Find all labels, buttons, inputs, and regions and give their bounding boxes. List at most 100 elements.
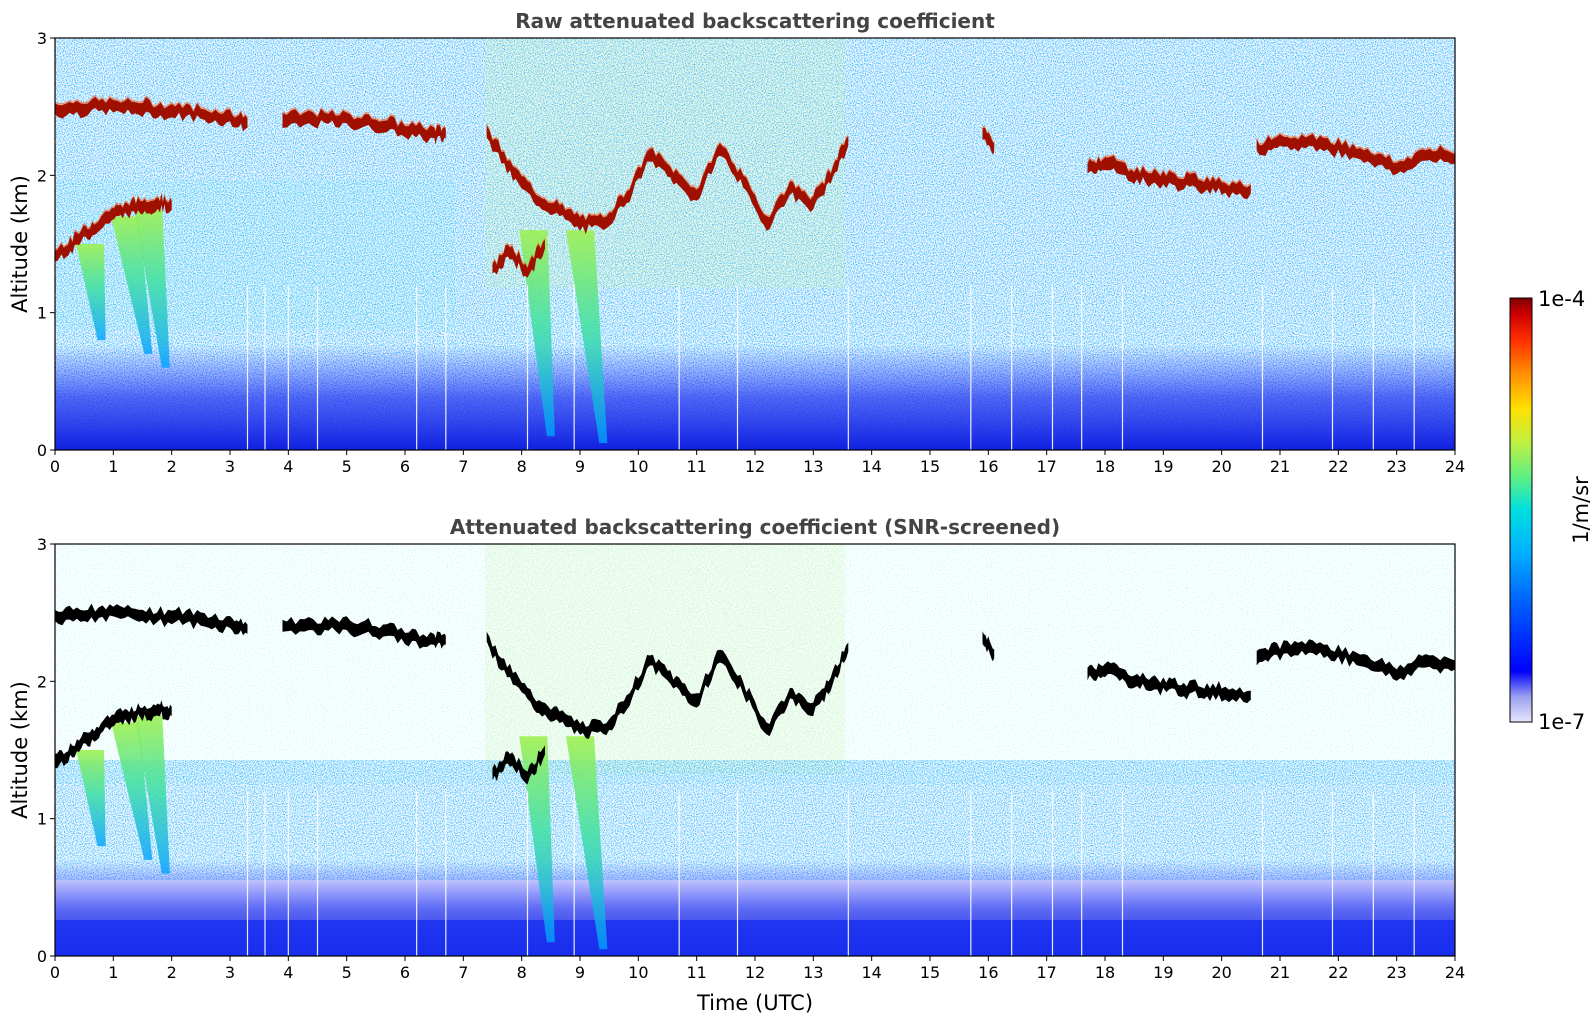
precipitation-streaks [76,715,608,950]
x-tick-label: 17 [1036,457,1056,476]
cloud-layers-saturated [55,603,1455,785]
x-tick-label: 13 [803,963,823,982]
x-tick-label: 12 [745,963,765,982]
colorbar: 1e-4 1e-7 1/m/sr [1509,287,1593,734]
precipitation-streak [76,244,106,341]
x-tick-label: 2 [167,963,177,982]
cloud-layer [982,127,995,155]
x-tick-label: 19 [1153,457,1173,476]
cloud-layer [492,239,545,278]
precipitation-streak [134,715,170,874]
precipitation-streak [134,209,170,368]
x-tick-label: 15 [920,457,940,476]
cloud-layer [55,603,248,636]
aerosol-noise-field [55,180,455,330]
cloud-layer [55,96,248,132]
cloud-layer [1087,155,1251,200]
x-tick-label: 23 [1386,457,1406,476]
raw-heatmap-area [55,38,1455,450]
top-y-axis-label: Altitude (km) [8,175,32,313]
x-tick-label: 3 [225,457,235,476]
x-tick-label: 3 [225,963,235,982]
x-tick-label: 4 [283,963,293,982]
x-tick-label: 6 [400,457,410,476]
snr-screened-panel: Attenuated backscattering coefficient (S… [8,515,1465,1015]
precipitation-streaks [76,209,608,444]
x-tick-label: 14 [861,457,881,476]
colorbar-max-label: 1e-4 [1538,287,1585,311]
x-tick-label: 9 [575,457,585,476]
precipitation-streak [519,230,555,437]
bottom-y-axis-label: Altitude (km) [8,681,32,819]
cloud-layer [1087,661,1251,704]
x-tick-label: 5 [342,457,352,476]
x-tick-label: 20 [1211,963,1231,982]
x-tick-label: 7 [458,457,468,476]
x-tick-label: 2 [167,457,177,476]
cloud-layer [486,631,849,740]
y-tick-label: 3 [37,535,47,554]
cloud-layer [1256,133,1455,176]
precipitation-streak [566,230,608,444]
top-panel-title: Raw attenuated backscattering coefficien… [515,9,995,33]
x-tick-label: 21 [1270,963,1290,982]
x-tick-label: 4 [283,457,293,476]
x-tick-label: 17 [1036,963,1056,982]
raw-backscatter-panel: Raw attenuated backscattering coefficien… [8,9,1465,476]
precipitation-streak [519,736,555,943]
colorbar-unit-label: 1/m/sr [1569,476,1593,544]
x-tick-label: 22 [1328,963,1348,982]
x-tick-label: 21 [1270,457,1290,476]
x-tick-label: 6 [400,963,410,982]
bottom-y-axis: 0 1 2 3 [37,535,55,966]
cloud-layer [982,631,995,662]
y-tick-label: 2 [37,672,47,691]
x-tick-label: 14 [861,963,881,982]
cloud-layer [55,700,172,769]
x-tick-label: 1 [108,457,118,476]
daytime-noise-field [485,544,845,774]
x-axis-label: Time (UTC) [696,991,813,1015]
cloud-layer [1256,639,1455,681]
x-tick-label: 7 [458,963,468,982]
y-tick-label: 2 [37,166,47,185]
x-tick-label: 24 [1445,963,1465,982]
x-tick-label: 10 [628,963,648,982]
x-tick-label: 11 [686,963,706,982]
cloud-layer [486,125,849,235]
x-tick-label: 16 [978,457,998,476]
x-tick-label: 9 [575,963,585,982]
y-tick-label: 1 [37,810,47,829]
y-tick-label: 1 [37,304,47,323]
x-tick-label: 23 [1386,963,1406,982]
x-tick-label: 24 [1445,457,1465,476]
cloud-layers [55,94,1455,278]
x-tick-label: 8 [517,963,527,982]
bottom-panel-title: Attenuated backscattering coefficient (S… [450,515,1060,539]
x-tick-label: 13 [803,457,823,476]
x-tick-label: 0 [50,457,60,476]
precipitation-streak [76,750,106,847]
x-tick-label: 5 [342,963,352,982]
x-tick-label: 0 [50,963,60,982]
y-tick-label: 3 [37,29,47,48]
x-tick-label: 19 [1153,963,1173,982]
colorbar-min-label: 1e-7 [1538,710,1585,734]
cloud-layer [282,616,446,649]
screened-heatmap-area [55,544,1455,956]
data-gaps [246,285,1415,450]
x-tick-label: 11 [686,457,706,476]
top-x-axis: 0 1 2 3 4 5 6 7 8 9 10 11 12 13 14 15 16 17 18 19 20 21 22 23 24 [50,450,1465,476]
cloud-layer [282,108,446,145]
x-tick-label: 12 [745,457,765,476]
x-tick-label: 22 [1328,457,1348,476]
top-y-axis: 0 1 2 3 [37,29,55,460]
bottom-x-axis: 0 1 2 3 4 5 6 7 8 9 10 11 12 13 14 15 16 17 18 19 20 21 22 23 24 [50,956,1465,982]
x-tick-label: 16 [978,963,998,982]
x-tick-label: 8 [517,457,527,476]
y-tick-label: 0 [37,441,47,460]
precipitation-streak [566,736,608,950]
colorbar-gradient [1509,297,1533,723]
y-tick-label: 0 [37,947,47,966]
